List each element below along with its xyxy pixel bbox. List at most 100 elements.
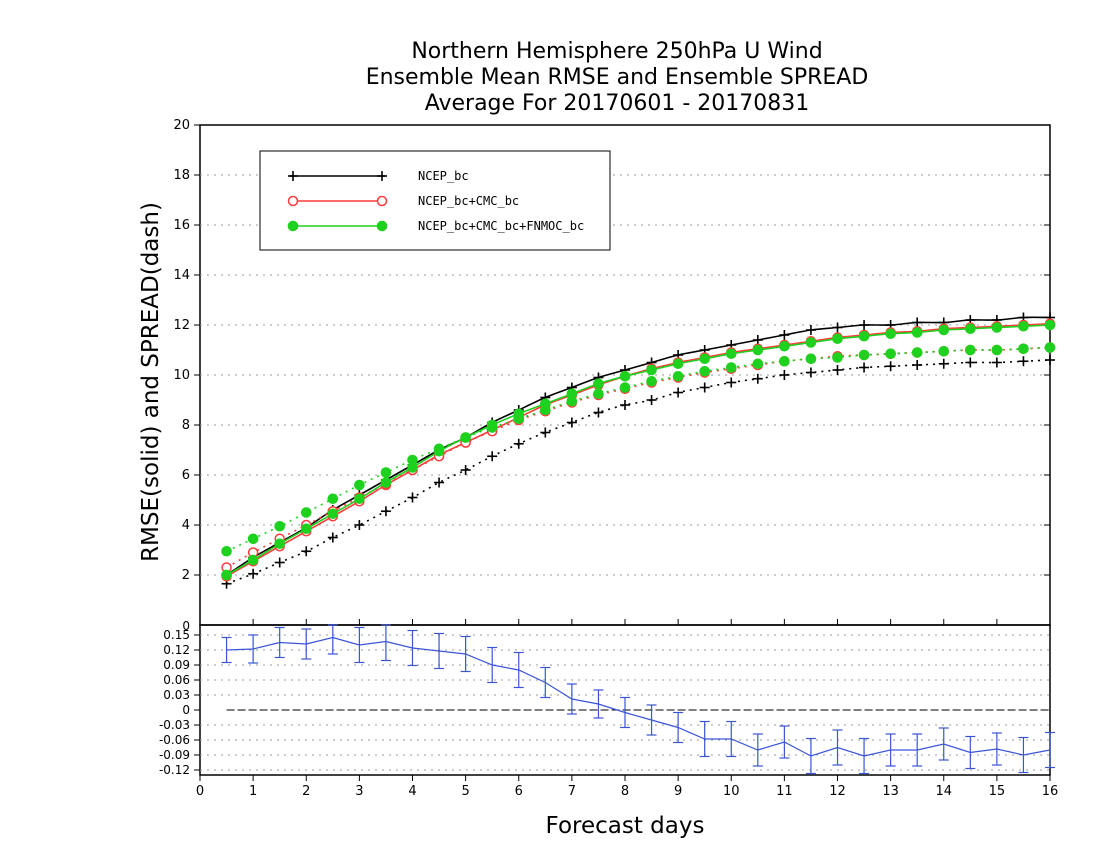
rmse-point-2-25 [885, 328, 896, 340]
error-bar-31 [1045, 731, 1055, 769]
spread-point-0-7 [407, 492, 418, 503]
error-bar-25 [885, 733, 896, 767]
error-bar-10 [487, 646, 498, 684]
spread-point-2-21 [779, 355, 790, 367]
spread-point-2-15 [619, 382, 631, 393]
spread-point-0-18 [699, 382, 710, 393]
legend-marker-end-2 [376, 220, 388, 232]
rmse-point-2-5 [354, 493, 365, 505]
x-tick-label-13: 13 [882, 784, 899, 799]
error-bar-28 [965, 735, 976, 770]
error-bar-7 [407, 629, 418, 667]
x-tick-label-5: 5 [461, 784, 469, 799]
top-panel-y-ticks: 2 4 6 8 10 12 14 16 18 20 [173, 118, 1050, 583]
rmse-point-2-20 [752, 344, 764, 356]
legend-label-2: NCEP_bc+CMC_bc+FNMOC_bc [418, 219, 584, 233]
bottom-tick-label-5: 0.03 [163, 688, 190, 702]
bottom-tick-label-7: 0.09 [163, 658, 190, 672]
legend: NCEP_bc NCEP_bc+CMC_bc NCEP_bc+CMC_bc+FNMO… [259, 150, 611, 251]
x-tick-label-4: 4 [408, 784, 416, 799]
spread-point-0-23 [832, 365, 843, 375]
spread-point-0-13 [566, 417, 577, 428]
top-tick-label-7: 16 [173, 218, 190, 233]
error-bar-0 [221, 636, 232, 664]
bottom-tick-label-4: 0 [182, 703, 190, 717]
bottom-panel-grid [200, 634, 1050, 771]
rmse-point-0-26 [912, 317, 923, 328]
spread-point-0-1 [248, 568, 259, 579]
spread-point-0-6 [380, 506, 391, 517]
chart-title-line-1: Northern Hemisphere 250hPa U Wind [411, 39, 822, 64]
error-bar-24 [859, 737, 870, 775]
error-bar-23 [832, 729, 843, 766]
spread-point-2-28 [965, 344, 976, 356]
spread-point-2-29 [991, 344, 1003, 356]
top-tick-label-9: 20 [173, 118, 190, 133]
spread-point-2-26 [911, 347, 923, 358]
rmse-point-2-14 [593, 378, 604, 390]
rmse-point-2-3 [300, 523, 312, 535]
top-tick-label-3: 8 [182, 418, 190, 433]
error-bar-11 [513, 651, 524, 689]
legend-marker-start-0 [288, 171, 298, 181]
rmse-point-2-15 [619, 370, 631, 382]
rmse-point-2-29 [991, 322, 1003, 333]
rmse-point-2-23 [832, 333, 843, 345]
bottom-tick-label-8: 0.12 [163, 643, 190, 657]
error-bar-30 [1018, 736, 1029, 774]
x-tick-label-15: 15 [989, 784, 1006, 799]
legend-label-1: NCEP_bc+CMC_bc [418, 194, 519, 208]
spread-point-2-16 [646, 375, 657, 387]
spread-point-0-15 [620, 400, 630, 410]
legend-marker-start-1 [287, 195, 299, 207]
spread-point-0-27 [938, 358, 949, 369]
error-bar-13 [566, 683, 577, 715]
top-tick-label-6: 14 [173, 268, 190, 283]
rmse-point-2-26 [911, 327, 923, 338]
spread-point-2-20 [752, 358, 764, 370]
x-tick-label-11: 11 [776, 784, 793, 799]
spread-point-2-30 [1018, 343, 1029, 355]
legend-items: NCEP_bc NCEP_bc+CMC_bc NCEP_bc+CMC_bc+FNMO… [287, 169, 584, 233]
x-tick-label-1: 1 [249, 784, 257, 799]
rmse-point-2-17 [672, 358, 684, 370]
top-tick-label-8: 18 [173, 168, 190, 183]
top-tick-label-5: 12 [173, 318, 190, 333]
error-bar-17 [673, 711, 684, 744]
spread-point-0-17 [673, 387, 684, 398]
error-bar-3 [301, 628, 312, 660]
spread-point-0-26 [912, 360, 923, 370]
x-tick-label-12: 12 [829, 784, 846, 799]
error-bar-14 [593, 689, 604, 719]
spread-point-0-11 [513, 438, 524, 449]
spread-point-2-6 [380, 467, 392, 478]
rmse-point-2-2 [274, 538, 285, 550]
spread-point-0-16 [646, 395, 657, 405]
error-bar-26 [912, 733, 923, 767]
rmse-point-0-22 [805, 325, 816, 335]
spread-point-2-2 [274, 520, 285, 532]
bottom-tick-label-2: -0.06 [159, 733, 190, 747]
rmse-point-2-1 [247, 554, 259, 566]
error-bar-19 [726, 720, 737, 758]
error-bar-29 [991, 732, 1002, 766]
error-bar-5 [354, 626, 365, 664]
spread-point-0-25 [885, 361, 896, 372]
rmse-point-2-21 [779, 340, 790, 352]
x-tick-label-10: 10 [723, 784, 740, 799]
top-tick-label-2: 6 [182, 468, 190, 483]
x-axis-ticks: 0 1 2 3 4 5 6 7 8 9 10 11 12 13 14 15 16 [196, 619, 1058, 799]
spread-point-2-25 [885, 348, 896, 360]
spread-point-0-14 [593, 407, 604, 418]
top-tick-label-1: 4 [182, 518, 190, 533]
spread-point-0-10 [487, 451, 498, 462]
chart-title-line-3: Average For 20170601 - 20170831 [425, 91, 810, 116]
spread-point-0-20 [752, 373, 763, 384]
error-bar-27 [938, 727, 949, 761]
spread-point-0-4 [327, 532, 338, 543]
bottom-tick-label-1: -0.09 [159, 748, 190, 762]
rmse-line-2 [226, 324, 1051, 576]
error-bar-4 [327, 624, 338, 655]
spread-line-1 [226, 346, 1051, 569]
bottom-tick-label-3: -0.03 [159, 718, 190, 732]
